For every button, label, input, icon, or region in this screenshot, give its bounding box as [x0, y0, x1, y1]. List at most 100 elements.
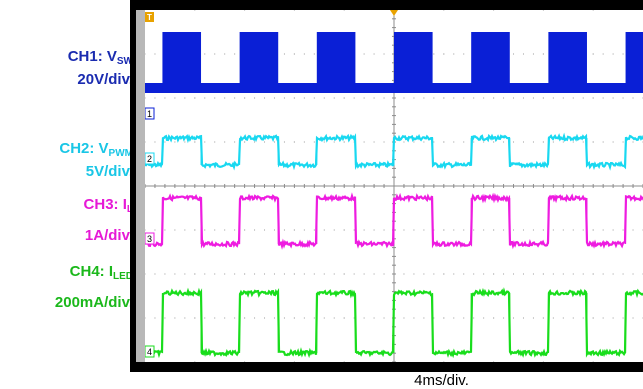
grid-dot [164, 318, 165, 319]
grid-dot [145, 318, 146, 319]
grid-dot [453, 274, 454, 275]
grid-dot [304, 54, 305, 55]
grid-dot [284, 54, 285, 55]
grid-dot [443, 10, 444, 11]
grid-dot [473, 98, 474, 99]
grid-dot [493, 230, 494, 231]
grid-dot [543, 230, 544, 231]
grid-dot [314, 54, 315, 55]
grid-dot [623, 318, 624, 319]
grid-dot [174, 98, 175, 99]
grid-dot [613, 54, 614, 55]
grid-dot [294, 54, 295, 55]
grid-dot [503, 142, 504, 143]
grid-dot [573, 318, 574, 319]
grid-dot [274, 98, 275, 99]
grid-dot [264, 274, 265, 275]
grid-dot [374, 230, 375, 231]
grid-dot [463, 142, 464, 143]
grid-dot [294, 10, 295, 11]
grid-dot [145, 274, 146, 275]
grid-dot [633, 318, 634, 319]
grid-dot [593, 10, 594, 11]
grid-dot [174, 318, 175, 319]
grid-dot [443, 362, 444, 363]
ch3-marker: 3 [145, 233, 154, 244]
grid-dot [583, 274, 584, 275]
grid-dot [473, 230, 474, 231]
grid-dot [493, 10, 494, 11]
grid-dot [583, 318, 584, 319]
grid-dot [224, 274, 225, 275]
grid-dot [294, 274, 295, 275]
grid-dot [403, 318, 404, 319]
grid-dot [164, 230, 165, 231]
grid-dot [364, 230, 365, 231]
grid-dot [583, 142, 584, 143]
grid-dot [194, 362, 195, 363]
grid-dot [483, 318, 484, 319]
ch2-marker-label: 2 [147, 154, 152, 164]
grid-dot [384, 142, 385, 143]
grid-dot [154, 98, 155, 99]
grid-dot [423, 98, 424, 99]
grid-dot [294, 318, 295, 319]
grid-dot [234, 54, 235, 55]
grid-dot [623, 274, 624, 275]
grid-dot [204, 98, 205, 99]
grid-dot [234, 142, 235, 143]
grid-dot [184, 98, 185, 99]
grid-dot [194, 10, 195, 11]
grid-dot [314, 142, 315, 143]
grid-dot [264, 98, 265, 99]
grid-dot [334, 98, 335, 99]
grid-dot [583, 230, 584, 231]
grid-dot [204, 54, 205, 55]
grid-dot [583, 98, 584, 99]
grid-dot [413, 318, 414, 319]
ch3-marker-label: 3 [147, 234, 152, 244]
grid-dot [603, 142, 604, 143]
grid-dot [463, 98, 464, 99]
grid-dot [573, 142, 574, 143]
grid-dot [593, 98, 594, 99]
grid-dot [493, 142, 494, 143]
grid-dot [284, 274, 285, 275]
grid-dot [543, 318, 544, 319]
ch1-switching-burst [626, 32, 643, 93]
grid-dot [304, 98, 305, 99]
grid-dot [214, 274, 215, 275]
ch1-marker-label: 1 [147, 109, 152, 119]
grid-dot [453, 54, 454, 55]
grid-dot [433, 98, 434, 99]
grid-dot [204, 230, 205, 231]
timebase-label: 4ms/div. [0, 372, 643, 389]
grid-dot [184, 318, 185, 319]
grid-dot [154, 230, 155, 231]
ch3-scale-label: 1A/div. [85, 227, 133, 245]
grid-dot [344, 318, 345, 319]
grid-dot [174, 230, 175, 231]
grid-dot [214, 142, 215, 143]
grid-dot [603, 230, 604, 231]
grid-dot [413, 98, 414, 99]
grid-dot [224, 98, 225, 99]
grid-dot [204, 318, 205, 319]
grid-dot [593, 362, 594, 363]
grid-dot [483, 142, 484, 143]
grid-dot [374, 274, 375, 275]
grid-dot [174, 142, 175, 143]
grid-dot [533, 230, 534, 231]
grid-dot [423, 318, 424, 319]
grid-dot [384, 318, 385, 319]
grid-dot [573, 230, 574, 231]
grid-dot [244, 318, 245, 319]
grid-dot [563, 98, 564, 99]
grid-dot [194, 98, 195, 99]
grid-dot [623, 98, 624, 99]
grid-dot [413, 274, 414, 275]
grid-dot [523, 54, 524, 55]
grid-dot [513, 230, 514, 231]
grid-dot [314, 274, 315, 275]
